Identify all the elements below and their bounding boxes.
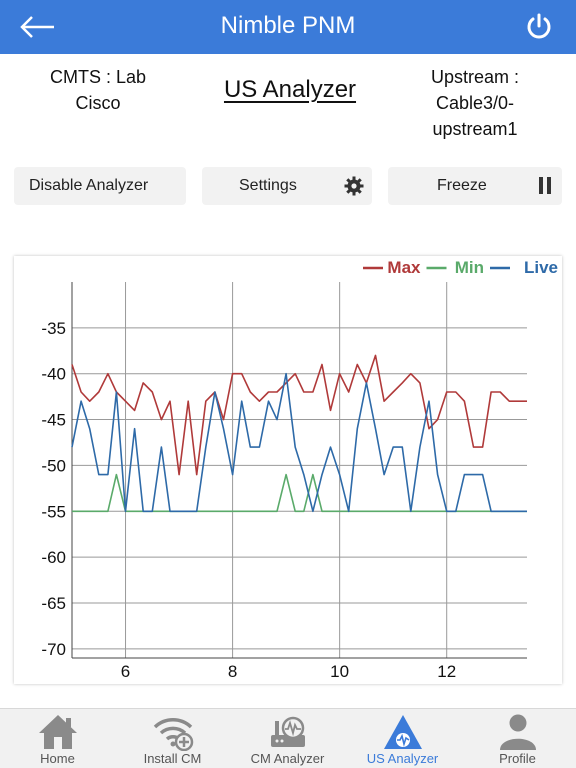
y-tick-label: -35 <box>41 319 66 338</box>
legend-label-max: Max <box>387 258 421 277</box>
chart-canvas: -35 -40 -45 -50 -55 -60 -65 -70 6 8 10 12 Live Min Max <box>41 258 558 681</box>
upstream-value-line1: Cable3/0- <box>435 93 515 113</box>
spectrum-triangle-icon <box>384 715 422 749</box>
bottom-nav: Home Install CM CM Anal <box>0 708 576 768</box>
app-title: Nimble PNM <box>220 12 356 39</box>
nav-label-home: Home <box>40 751 75 766</box>
settings-label: Settings <box>239 177 297 194</box>
upstream-label: Upstream : <box>430 67 520 87</box>
pause-icon <box>539 177 551 194</box>
cmts-info: CMTS : Lab Cisco <box>28 64 168 116</box>
upstream-info: Upstream : Cable3/0- upstream1 <box>400 64 550 142</box>
freeze-button[interactable]: Freeze <box>388 167 562 205</box>
modem-analyzer-icon <box>271 716 305 747</box>
page-title: US Analyzer <box>223 76 357 103</box>
disable-analyzer-button[interactable]: Disable Analyzer <box>14 167 186 205</box>
x-tick-label: 6 <box>121 662 130 681</box>
y-tick-label: -50 <box>41 456 66 475</box>
nav-label-cm-analyzer: CM Analyzer <box>250 751 325 766</box>
user-icon <box>500 714 536 750</box>
nav-item-us-analyzer[interactable]: US Analyzer <box>345 709 460 768</box>
series-line-max <box>71 354 527 476</box>
y-tick-label: -65 <box>41 594 66 613</box>
y-tick-label: -55 <box>41 502 66 521</box>
power-icon[interactable] <box>524 12 554 42</box>
y-tick-label: -45 <box>41 411 66 430</box>
series-line-live <box>71 372 527 513</box>
nav-item-install-cm[interactable]: Install CM <box>115 709 230 768</box>
x-tick-label: 8 <box>228 662 237 681</box>
cmts-value: Cisco <box>75 93 121 113</box>
back-arrow-icon[interactable] <box>18 11 58 43</box>
nav-label-us-analyzer: US Analyzer <box>366 751 439 766</box>
nav-item-cm-analyzer[interactable]: CM Analyzer <box>230 709 345 768</box>
nav-label-profile: Profile <box>499 751 536 766</box>
gear-icon <box>344 176 364 196</box>
x-tick-label: 10 <box>330 662 349 681</box>
legend-label-live: Live <box>524 258 558 277</box>
y-tick-label: -70 <box>41 640 66 659</box>
home-icon <box>39 715 77 749</box>
cmts-label: CMTS : Lab <box>49 67 147 87</box>
settings-button[interactable]: Settings <box>202 167 372 205</box>
spectrum-chart: -35 -40 -45 -50 -55 -60 -65 -70 6 8 10 12 Live Min Max <box>14 256 562 684</box>
freeze-label: Freeze <box>437 177 487 194</box>
y-tick-label: -40 <box>41 365 66 384</box>
wifi-add-icon <box>153 718 194 751</box>
nav-item-profile[interactable]: Profile <box>460 709 575 768</box>
y-tick-label: -60 <box>41 548 66 567</box>
x-tick-label: 12 <box>437 662 456 681</box>
upstream-value-line2: upstream1 <box>432 119 518 139</box>
nav-label-install-cm: Install CM <box>143 751 202 766</box>
nav-item-home[interactable]: Home <box>0 709 115 768</box>
disable-analyzer-label: Disable Analyzer <box>29 177 149 194</box>
top-bar: Nimble PNM <box>0 0 576 54</box>
legend-label-min: Min <box>455 258 484 277</box>
